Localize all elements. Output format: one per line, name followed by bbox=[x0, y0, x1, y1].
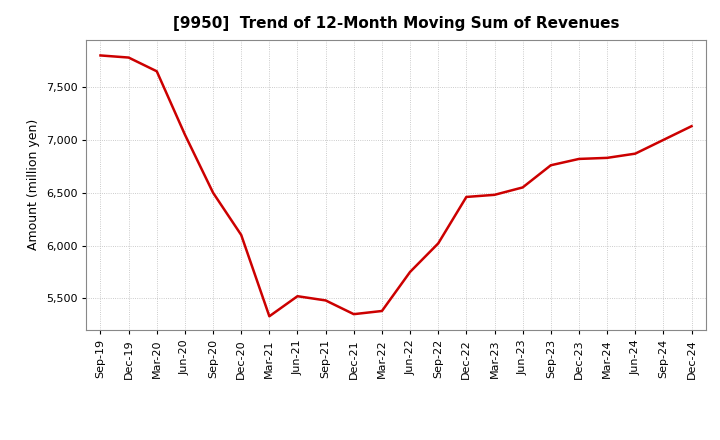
Title: [9950]  Trend of 12-Month Moving Sum of Revenues: [9950] Trend of 12-Month Moving Sum of R… bbox=[173, 16, 619, 32]
Y-axis label: Amount (million yen): Amount (million yen) bbox=[27, 119, 40, 250]
